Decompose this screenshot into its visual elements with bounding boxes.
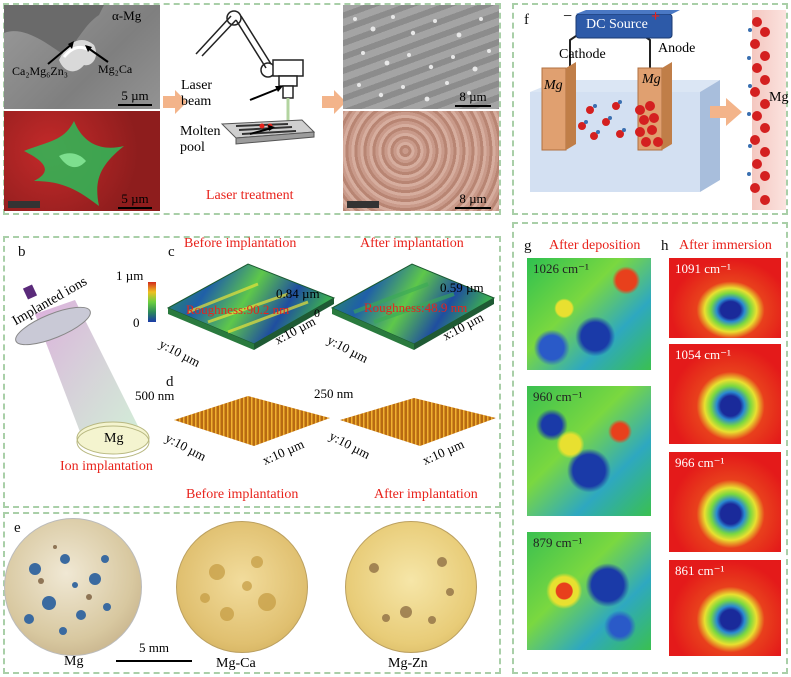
sample-mgca-photo [176, 521, 308, 653]
d-left-z: 500 nm [135, 388, 175, 403]
panel-h-label: h [661, 238, 669, 254]
label-surface-mg: Mg [769, 90, 789, 105]
panel-c-label: c [168, 244, 175, 260]
eds-map-alloy: 5 µm [4, 111, 160, 211]
sem-precipitates [353, 15, 491, 102]
sample-mgzn-photo [345, 521, 477, 653]
label-cathode: Cathode [559, 47, 606, 62]
raman-map-h-4: 861 cm⁻¹ [669, 560, 781, 656]
eds-dots [347, 201, 379, 208]
before-roughness: Roughness:90.2 nm [186, 302, 290, 317]
caption-ion-implantation: Ion implantation [60, 459, 153, 474]
label-anode: Anode [658, 41, 696, 56]
label-anode-mg: Mg [642, 72, 661, 87]
afm-surface-plots [166, 263, 496, 350]
label-alpha-mg: α-Mg [112, 8, 142, 23]
raman-label-h-3: 966 cm⁻¹ [675, 455, 725, 470]
coating-particles [747, 17, 770, 205]
panel-e-label: e [14, 520, 21, 536]
colorbar-min: 0 [133, 315, 140, 330]
arrow-to-laser [163, 90, 187, 114]
raman-label-h-4: 861 cm⁻¹ [675, 563, 725, 578]
raman-map-g-1: 1026 cm⁻¹ [527, 258, 651, 370]
after-roughness: Roughness:48.9 nm [364, 300, 468, 315]
scale-text: 8 µm [459, 191, 487, 206]
laser-schematic [195, 10, 316, 145]
sample-mg-photo [4, 518, 142, 656]
label-mg-substrate: Mg [104, 431, 124, 446]
sem-image-alloy [4, 5, 160, 109]
title-before-implantation: Before implantation [184, 236, 297, 251]
title-after-deposition: After deposition [549, 238, 641, 253]
raman-label-h-1: 1091 cm⁻¹ [675, 261, 731, 276]
label-dc-source: DC Source [586, 17, 648, 32]
scale-text: 5 µm [121, 191, 149, 206]
after-height: 0.59 µm [440, 280, 484, 295]
colorbar-max: 1 µm [116, 268, 144, 283]
caption-d-before: Before implantation [186, 487, 299, 502]
label-cathode-mg: Mg [544, 78, 563, 93]
mgca-texture [200, 556, 276, 621]
electrodeposition-schematic [530, 10, 742, 192]
before-height: 0.84 µm [276, 286, 320, 301]
raman-map-h-2: 1054 cm⁻¹ [669, 344, 781, 444]
raman-label-g-1: 1026 cm⁻¹ [533, 261, 589, 276]
raman-label-g-3: 879 cm⁻¹ [533, 535, 583, 550]
label-sample-mgzn: Mg-Zn [388, 656, 428, 671]
panel-gh-frame [512, 222, 788, 674]
scale-text: 5 mm [139, 640, 169, 655]
label-minus: − [563, 8, 573, 25]
ion-implantation-schematic [15, 284, 150, 459]
arrow-from-laser [322, 90, 346, 114]
d-right-z: 250 nm [314, 386, 354, 401]
scale-bar-5um-top: 5 µm [118, 88, 152, 106]
label-sample-mg: Mg [64, 654, 84, 669]
panel-f-frame [512, 3, 788, 215]
label-molten-pool: Molten pool [180, 124, 221, 155]
scale-bar-8um-bottom: 8 µm [455, 191, 491, 209]
title-after-implantation: After implantation [360, 236, 464, 251]
label-plus: + [651, 8, 661, 25]
panel-b-label: b [18, 244, 26, 260]
scale-bar-5mm: 5 mm [116, 640, 192, 662]
raman-map-h-3: 966 cm⁻¹ [669, 452, 781, 552]
eds-phase-overlay [8, 121, 124, 208]
raman-map-g-3: 879 cm⁻¹ [527, 532, 651, 650]
panel-d-label: d [166, 374, 174, 390]
title-after-immersion: After immersion [679, 238, 772, 253]
label-mg2ca: Mg₂Ca [98, 62, 133, 76]
panel-g-label: g [524, 238, 532, 254]
before-zero: 0 [314, 306, 320, 320]
caption-laser-treatment: Laser treatment [206, 188, 294, 203]
corrosion-spots [24, 545, 111, 635]
mgzn-texture [369, 557, 454, 624]
panel-a-frame [3, 3, 501, 215]
scale-bar-8um-top: 8 µm [455, 89, 491, 107]
label-sample-mgca: Mg-Ca [216, 656, 256, 671]
label-ca2mg6zn3: Ca₂Mg₆Zn₃ [12, 64, 68, 78]
raman-map-g-2: 960 cm⁻¹ [527, 386, 651, 516]
panel-f-label: f [524, 12, 529, 28]
raman-label-h-2: 1054 cm⁻¹ [675, 347, 731, 362]
scale-text: 8 µm [459, 89, 487, 104]
eds-map-treated: 8 µm [343, 111, 499, 211]
sem-image-treated: 8 µm [343, 5, 499, 109]
pointer-arrows [47, 41, 109, 65]
scale-text: 5 µm [121, 88, 149, 103]
caption-d-after: After implantation [374, 487, 478, 502]
afm-roughness-plots [174, 396, 496, 446]
panel-bcd-frame [3, 236, 501, 508]
colorbar [148, 282, 156, 322]
scale-bar-5um-bottom: 5 µm [118, 191, 152, 209]
raman-label-g-2: 960 cm⁻¹ [533, 389, 583, 404]
label-laser-beam: Laser beam [181, 78, 213, 109]
raman-map-h-1: 1091 cm⁻¹ [669, 258, 781, 338]
